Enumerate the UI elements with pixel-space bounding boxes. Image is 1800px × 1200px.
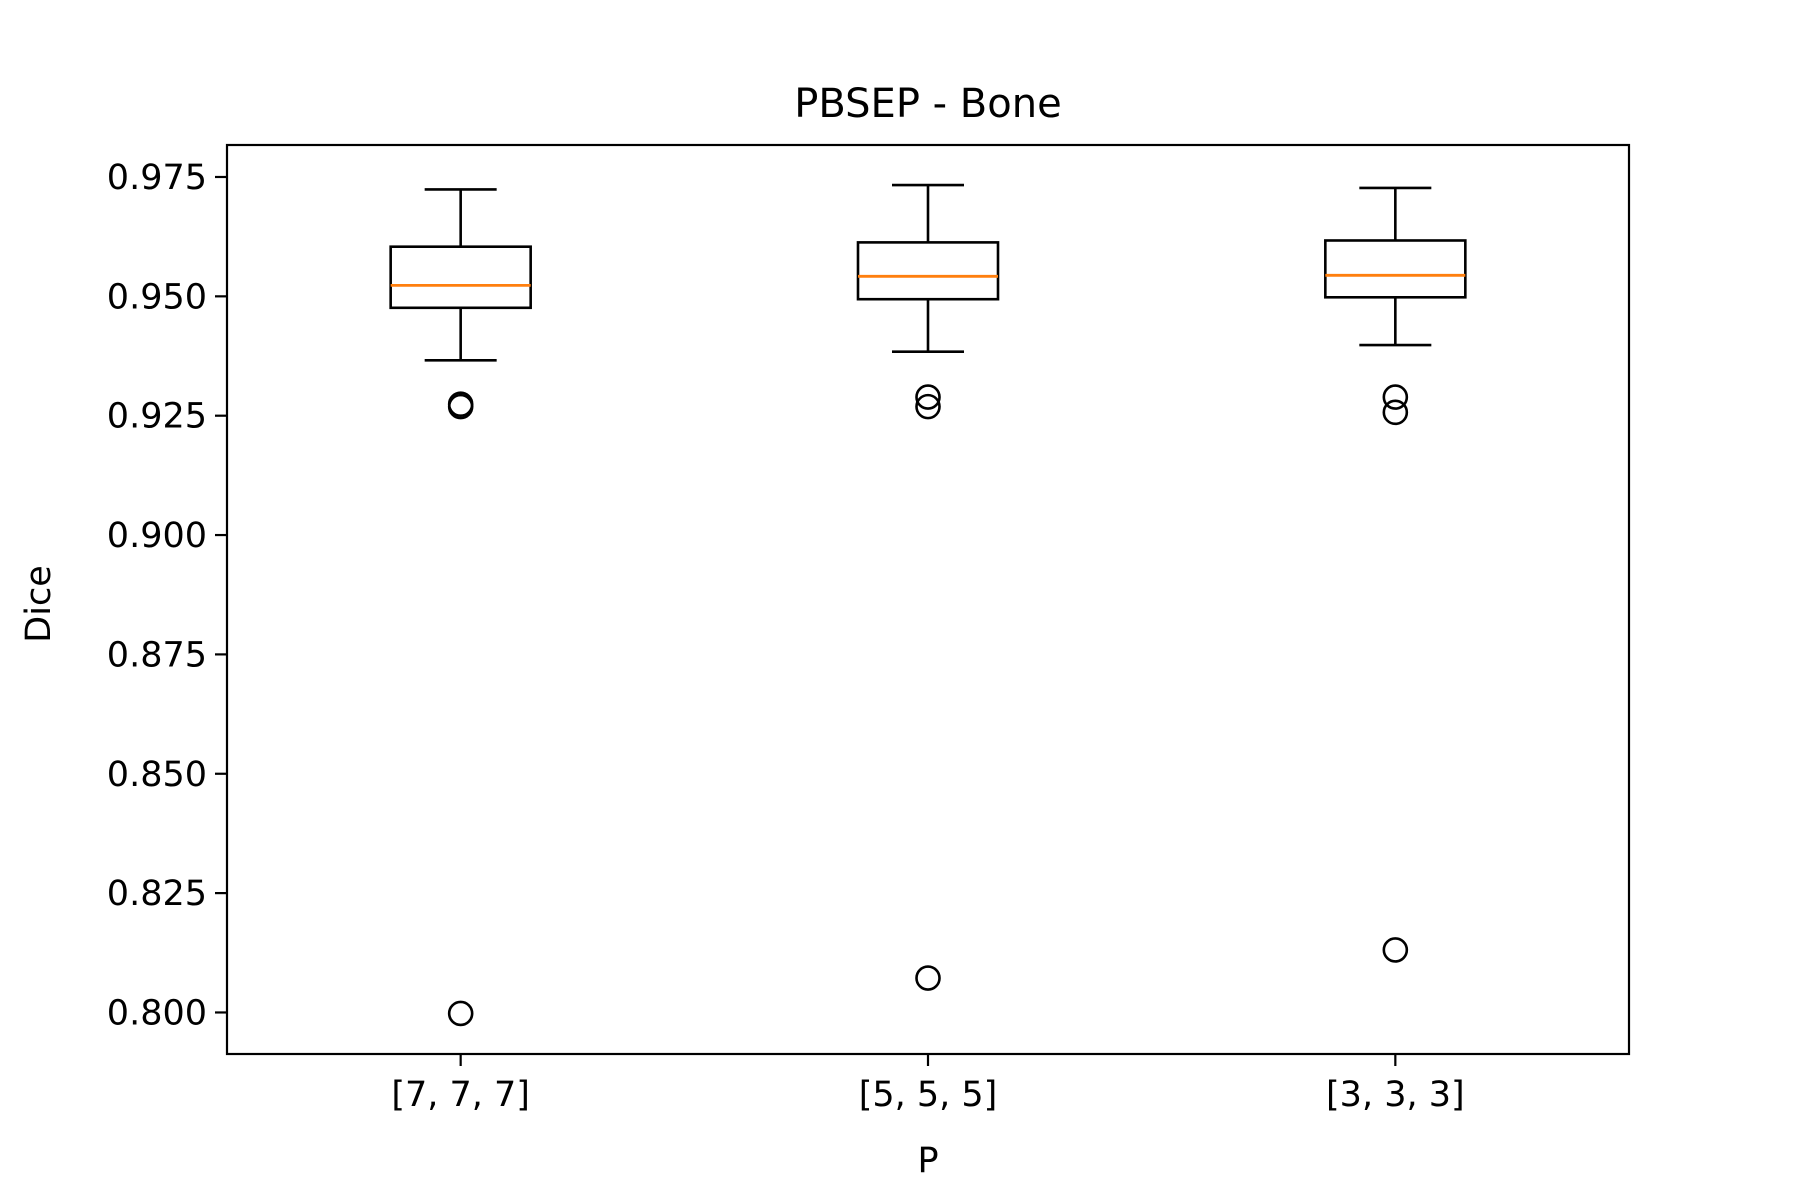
y-tick-label: 0.950 <box>107 277 207 317</box>
outlier-point <box>1382 937 1409 963</box>
outlier-point <box>447 393 474 420</box>
y-tick-label: 0.975 <box>107 158 207 198</box>
x-axis-label: P <box>917 1141 938 1181</box>
y-tick-label: 0.850 <box>107 755 207 795</box>
box-iqr <box>1324 239 1467 299</box>
x-tick-label: [5, 5, 5] <box>859 1075 998 1115</box>
x-tick-label: [3, 3, 3] <box>1326 1075 1465 1115</box>
outlier-point <box>915 965 941 991</box>
y-tick-label: 0.900 <box>107 516 207 556</box>
box-iqr <box>389 245 532 310</box>
plot-area: 0.800 0.825 0.850 0.875 0.900 0.925 0.950 0.975… <box>107 158 1467 1115</box>
y-tick-label: 0.925 <box>107 397 207 437</box>
x-tick-label: [7, 7, 7] <box>391 1075 530 1115</box>
outlier-point <box>447 1000 474 1027</box>
outlier-point <box>1382 399 1409 426</box>
outlier-point <box>915 384 941 410</box>
plot-frame <box>225 143 1631 1056</box>
box-iqr <box>856 241 1000 301</box>
chart-title: PBSEP - Bone <box>794 81 1061 127</box>
y-tick-label: 0.825 <box>107 874 207 914</box>
y-axis-label: Dice <box>19 565 59 642</box>
outlier-point <box>1382 384 1409 410</box>
y-tick-label: 0.800 <box>107 993 207 1033</box>
outlier-point <box>915 393 941 420</box>
y-tick-label: 0.875 <box>107 635 207 675</box>
